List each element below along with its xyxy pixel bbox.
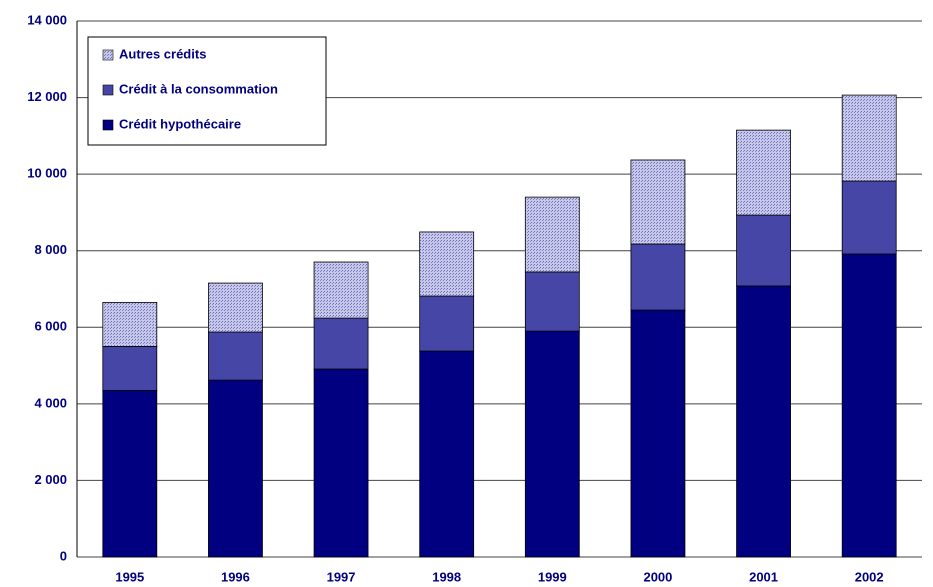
x-tick-label: 2001 — [749, 569, 778, 584]
x-tick-label: 1997 — [327, 569, 356, 584]
bar-segment — [102, 346, 158, 391]
legend-label: Autres crédits — [119, 46, 206, 61]
bar-segment — [419, 295, 475, 352]
bar-segment — [208, 379, 263, 558]
x-tick-label: 2000 — [643, 569, 672, 584]
bar-segment — [736, 129, 791, 216]
bar-segment — [313, 317, 369, 370]
bar-segment — [208, 331, 263, 381]
legend-label: Crédit hypothécaire — [119, 116, 241, 131]
y-tick-label: 8 000 — [34, 242, 67, 257]
bar-segment — [419, 350, 475, 558]
bar-segment — [736, 214, 791, 287]
y-tick-label: 4 000 — [34, 395, 67, 410]
legend-box — [87, 36, 327, 146]
bar-segment — [841, 253, 897, 558]
bar-segment — [630, 309, 686, 558]
y-tick-label: 6 000 — [34, 319, 67, 334]
bar-segment — [736, 285, 791, 558]
bar-segment — [524, 196, 580, 273]
bar-segment — [630, 243, 686, 311]
y-tick-label: 12 000 — [27, 89, 67, 104]
y-tick-label: 14 000 — [27, 12, 67, 27]
bar-segment — [841, 180, 897, 255]
x-tick-label: 1996 — [221, 569, 250, 584]
bar-segment — [524, 330, 580, 558]
bar-segment — [524, 271, 580, 332]
bar-segment — [313, 368, 369, 558]
bar-segment — [102, 390, 158, 558]
legend-swatch — [102, 119, 114, 131]
x-tick-label: 2002 — [855, 569, 884, 584]
bar-segment — [630, 159, 686, 245]
legend-swatch — [102, 84, 114, 96]
bar-segment — [313, 261, 369, 319]
y-tick-label: 0 — [60, 548, 67, 563]
bar-segment — [208, 282, 263, 333]
legend-swatch — [102, 49, 114, 61]
x-tick-label: 1998 — [432, 569, 461, 584]
bar-segment — [102, 301, 158, 347]
x-tick-label: 1999 — [538, 569, 567, 584]
bar-segment — [419, 231, 475, 297]
y-tick-label: 2 000 — [34, 472, 67, 487]
legend-label: Crédit à la consommation — [119, 81, 278, 96]
y-tick-label: 10 000 — [27, 166, 67, 181]
x-tick-label: 1995 — [115, 569, 144, 584]
bar-segment — [841, 94, 897, 182]
